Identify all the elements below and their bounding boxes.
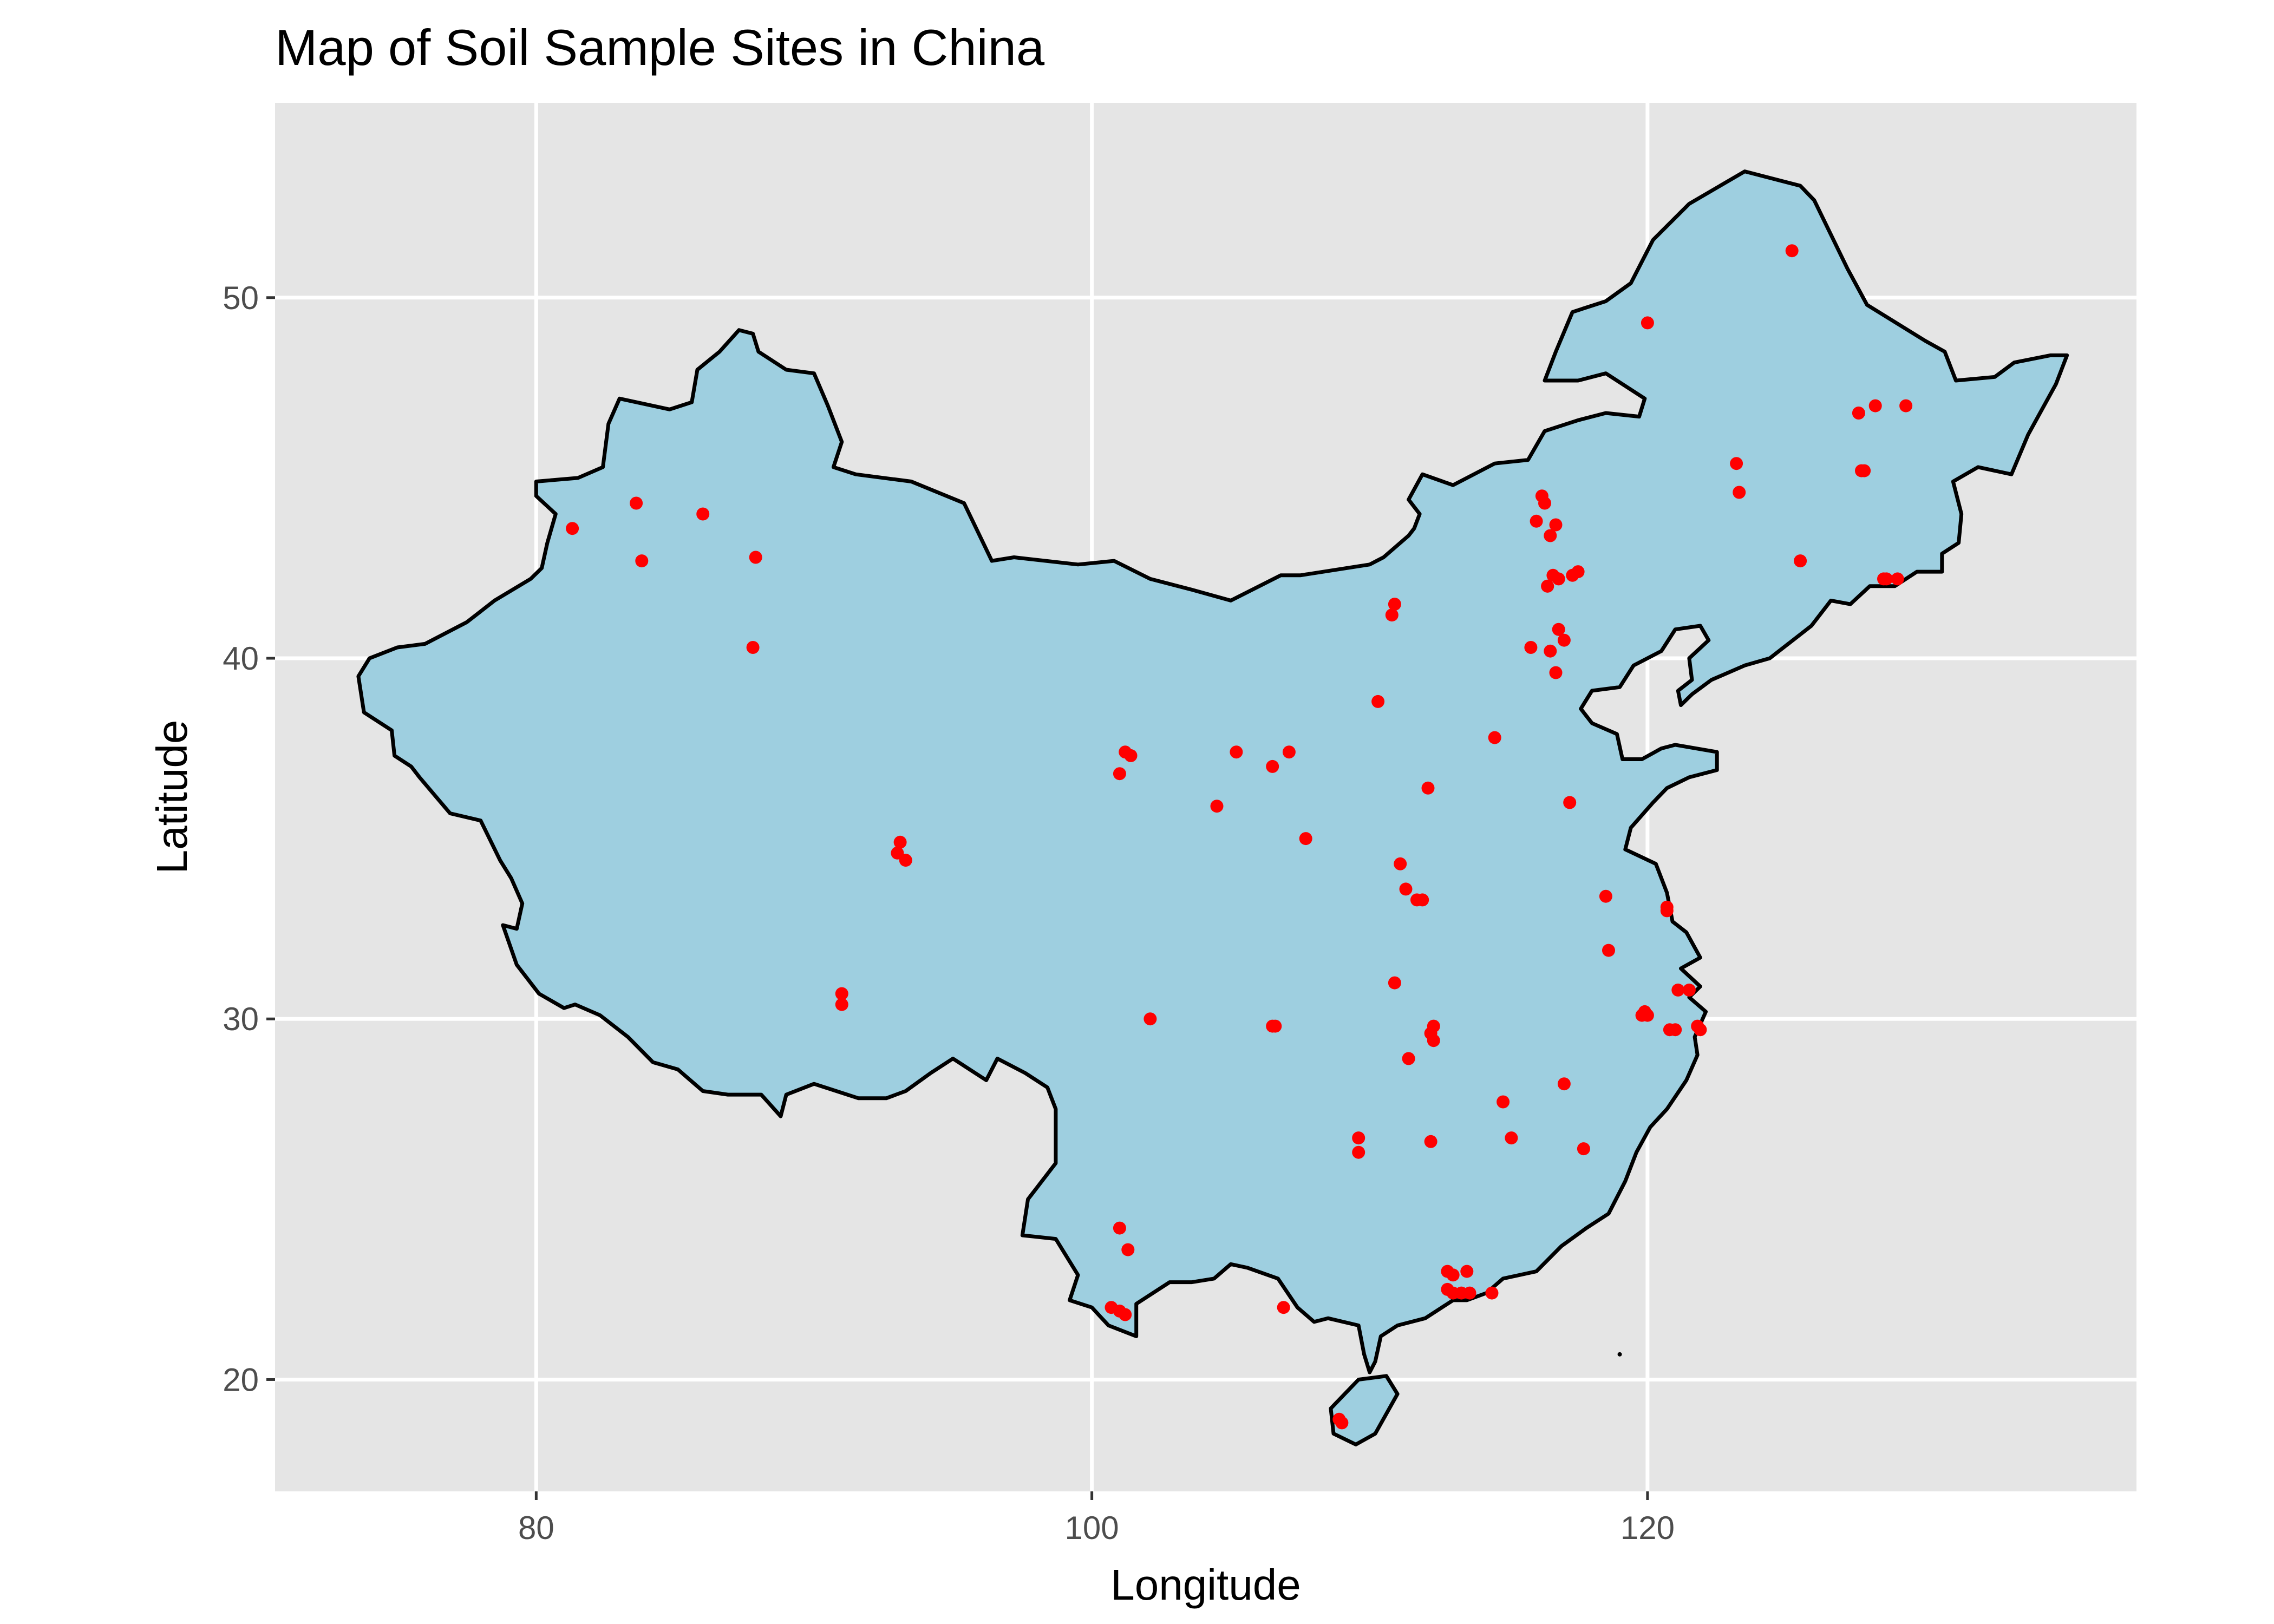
sample-site-point xyxy=(1549,518,1563,532)
sample-site-point xyxy=(1599,889,1612,903)
sample-site-point xyxy=(1143,1012,1157,1026)
sample-site-point xyxy=(1891,572,1904,586)
sample-site-point xyxy=(1730,457,1743,470)
sample-site-point xyxy=(1877,572,1890,586)
sample-site-point xyxy=(1530,514,1543,528)
sample-site-point xyxy=(1577,1142,1590,1156)
sample-site-point xyxy=(1549,666,1563,679)
sample-site-point xyxy=(1121,1243,1135,1256)
sample-site-point xyxy=(630,496,643,510)
sample-site-point xyxy=(1694,1023,1707,1037)
sample-site-point xyxy=(1277,1301,1290,1314)
sample-site-point xyxy=(1641,316,1654,330)
sample-site-point xyxy=(1113,1221,1126,1235)
sample-site-point xyxy=(1602,944,1615,957)
sample-site-point xyxy=(1488,731,1501,744)
sample-site-point xyxy=(1485,1286,1499,1300)
sample-site-point xyxy=(1524,641,1538,654)
sample-site-point xyxy=(1785,244,1799,258)
x-tick-label: 100 xyxy=(1065,1510,1119,1546)
sample-site-point xyxy=(1335,1416,1349,1430)
y-tick-label: 50 xyxy=(223,280,259,316)
sample-site-point xyxy=(1266,759,1279,773)
sample-site-point xyxy=(1794,554,1807,568)
y-axis-title: Latitude xyxy=(148,720,196,874)
sample-site-point xyxy=(1230,745,1243,759)
axis-ticks: 80 100 120 20 30 40 50 xyxy=(223,280,1675,1546)
sample-site-point xyxy=(1269,1019,1282,1033)
sample-site-point xyxy=(1113,1304,1126,1318)
sample-site-point xyxy=(1402,1052,1415,1065)
sample-site-point xyxy=(1552,572,1565,586)
sample-site-point xyxy=(1541,579,1554,593)
sample-sites-layer xyxy=(566,244,1913,1430)
sample-site-point xyxy=(1399,882,1413,896)
sample-site-point xyxy=(1352,1131,1365,1145)
sample-site-point xyxy=(1371,695,1385,708)
sample-site-point xyxy=(1352,1145,1365,1159)
sample-site-point xyxy=(1388,598,1401,611)
sample-site-point xyxy=(1544,529,1557,542)
sample-site-point xyxy=(1852,407,1865,420)
sample-site-point xyxy=(1571,565,1585,579)
sample-site-point xyxy=(835,998,848,1011)
chart-title: Map of Soil Sample Sites in China xyxy=(275,19,1045,76)
y-tick-label: 40 xyxy=(223,640,259,677)
sample-site-point xyxy=(1463,1286,1476,1300)
small-islet-mark xyxy=(1617,1352,1622,1357)
x-tick-label: 80 xyxy=(518,1510,554,1546)
sample-site-point xyxy=(1538,496,1551,510)
sample-site-point xyxy=(566,522,579,535)
sample-site-point xyxy=(899,854,912,867)
sample-site-point xyxy=(1210,800,1224,813)
sample-site-point xyxy=(835,987,848,1000)
hainan-island-shape xyxy=(1329,1374,1400,1446)
sample-site-point xyxy=(1446,1268,1460,1282)
sample-site-point xyxy=(893,835,907,849)
sample-site-point xyxy=(1113,767,1126,781)
sample-site-point xyxy=(1544,644,1557,658)
y-tick-label: 20 xyxy=(223,1361,259,1398)
sample-site-point xyxy=(1416,893,1429,907)
sample-site-point xyxy=(1421,781,1435,795)
sample-site-point xyxy=(1505,1131,1518,1145)
sample-site-point xyxy=(1385,608,1399,622)
sample-site-point xyxy=(1427,1019,1440,1033)
china-map-layer xyxy=(356,169,2069,1446)
sample-site-point xyxy=(635,554,649,568)
sample-site-point xyxy=(1497,1095,1510,1109)
sample-site-point xyxy=(1282,745,1296,759)
china-mainland-shape xyxy=(356,169,2069,1374)
sample-site-point xyxy=(746,641,760,654)
sample-site-point xyxy=(1563,796,1577,809)
sample-site-point xyxy=(696,507,710,521)
sample-site-point xyxy=(1660,900,1674,914)
sample-site-point xyxy=(1394,857,1407,870)
sample-site-point xyxy=(1557,1077,1571,1091)
y-tick-label: 30 xyxy=(223,1001,259,1037)
sample-site-point xyxy=(1733,486,1746,499)
sample-site-point xyxy=(1424,1135,1437,1148)
sample-site-point xyxy=(1671,983,1685,997)
sample-site-point xyxy=(1868,399,1882,412)
sample-site-point xyxy=(1682,983,1696,997)
sample-site-point xyxy=(1855,464,1868,477)
sample-site-point xyxy=(749,551,762,564)
sample-site-point xyxy=(1299,832,1312,846)
sample-site-point xyxy=(1663,1023,1676,1037)
x-axis-title: Longitude xyxy=(1110,1561,1301,1609)
sample-site-point xyxy=(1388,976,1401,990)
sample-site-point xyxy=(1557,633,1571,647)
sample-site-point xyxy=(1441,1282,1454,1296)
sample-site-point xyxy=(1124,749,1138,762)
x-tick-label: 120 xyxy=(1620,1510,1675,1546)
sample-site-point xyxy=(1552,623,1565,636)
sample-site-point xyxy=(1427,1034,1440,1047)
sample-site-point xyxy=(1899,399,1913,412)
sample-site-point xyxy=(1638,1005,1651,1018)
sample-site-point xyxy=(1460,1265,1474,1278)
